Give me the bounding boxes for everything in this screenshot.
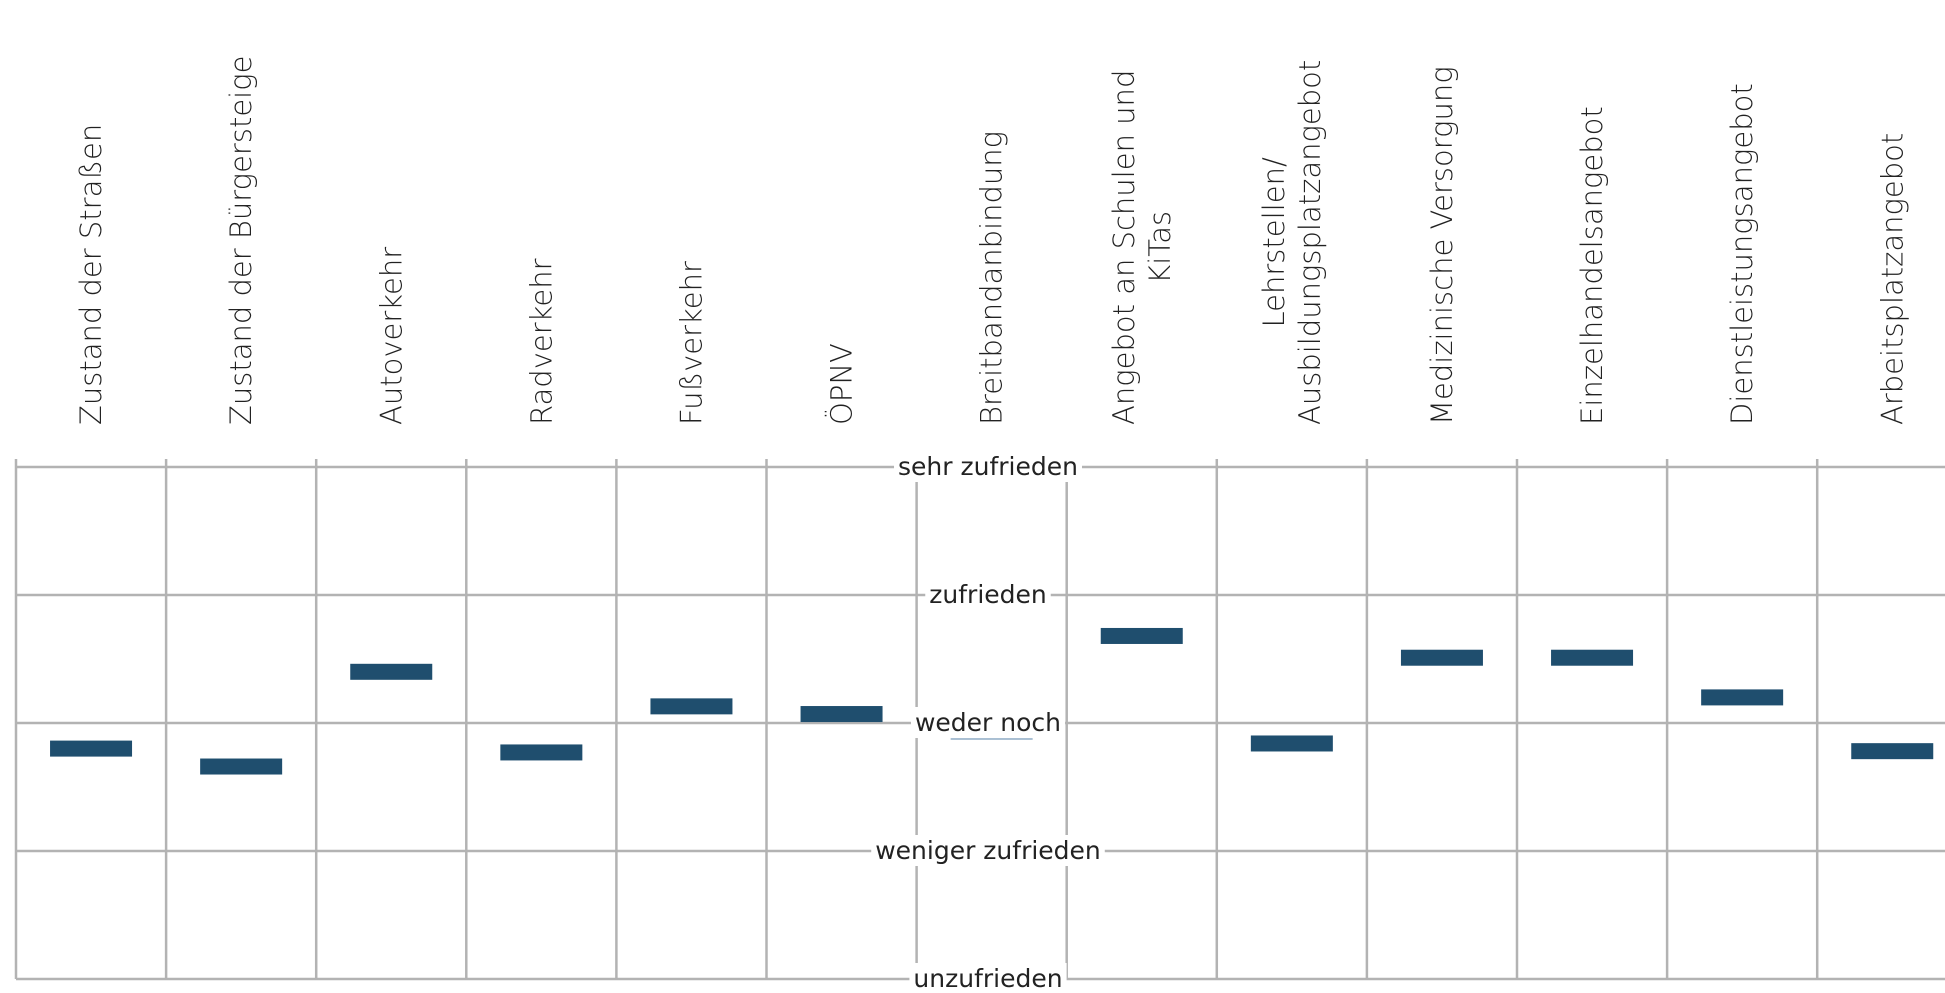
data-marker	[1851, 743, 1934, 760]
category-label: Dienstleistungsangebot	[1725, 83, 1759, 425]
level-label-bg	[871, 835, 1105, 866]
category-label: ÖPNV	[825, 343, 859, 425]
category-label: Breitbandanbindung	[975, 131, 1009, 425]
category-label: Radverkehr	[524, 258, 558, 425]
level-label-bg	[909, 963, 1067, 993]
data-marker	[50, 740, 133, 757]
level-labels: sehr zufrieden zufrieden weder noch weniger…	[871, 451, 1105, 993]
data-marker	[1250, 735, 1333, 752]
data-marker	[1701, 689, 1784, 706]
category-label: Arbeitsplatzangebot	[1875, 133, 1909, 425]
level-label: unzufrieden	[913, 964, 1062, 993]
category-label: Zustand der Bürgersteige	[224, 56, 258, 425]
level-label: zufrieden	[929, 580, 1046, 609]
category-label: Fußverkehr	[674, 261, 708, 425]
level-label: weniger zufrieden	[875, 836, 1101, 865]
level-label-bg	[925, 579, 1051, 610]
category-labels: Zustand der Straßen Zustand der Bürgerste…	[74, 56, 1909, 425]
data-marker	[800, 706, 883, 723]
category-label: Lehrstellen/Ausbildungsplatzangebot	[1257, 60, 1327, 425]
category-label: Angebot an Schulen undKiTas	[1107, 70, 1177, 425]
chart-markers	[50, 627, 1934, 775]
data-marker	[200, 758, 283, 775]
category-label: Medizinische Versorgung	[1425, 66, 1459, 425]
data-marker	[500, 744, 583, 761]
data-marker	[1551, 649, 1634, 666]
data-marker	[1400, 649, 1483, 666]
data-marker	[350, 663, 433, 680]
category-label: Einzelhandelsangebot	[1575, 106, 1609, 425]
level-label-bg	[894, 451, 1082, 482]
data-marker	[1100, 627, 1183, 644]
data-marker	[650, 698, 733, 715]
level-label-bg	[910, 707, 1066, 738]
level-label: sehr zufrieden	[898, 452, 1078, 481]
category-label: Autoverkehr	[374, 247, 408, 425]
category-label: Zustand der Straßen	[74, 124, 108, 425]
level-label: weder noch	[915, 708, 1061, 737]
